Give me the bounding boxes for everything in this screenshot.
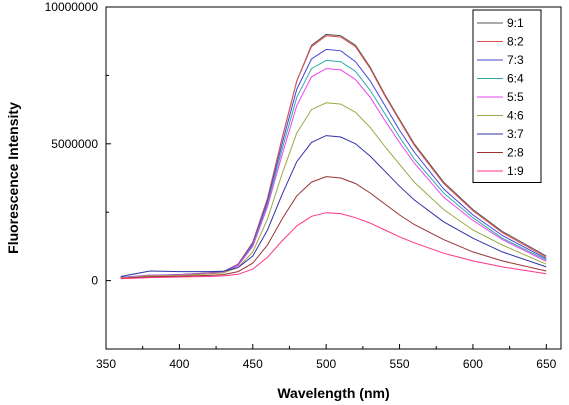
y-tick-label: 10000000 xyxy=(45,0,99,14)
legend-label: 9:1 xyxy=(507,16,524,30)
legend-label: 5:5 xyxy=(507,90,524,104)
x-tick-label: 400 xyxy=(169,357,189,371)
plot-frame xyxy=(105,6,562,350)
legend-label: 3:7 xyxy=(507,127,524,141)
series-line-3-7 xyxy=(120,135,547,277)
legend-label: 6:4 xyxy=(507,72,524,86)
series-lines xyxy=(120,33,547,280)
series-line-4-6 xyxy=(120,102,547,279)
legend-label: 1:9 xyxy=(507,164,524,178)
plot-area: 0 5000000 10000000 350 400 450 500 550 600 650 xyxy=(45,0,562,371)
legend-label: 7:3 xyxy=(507,53,524,67)
legend-box xyxy=(472,9,542,183)
x-tick-label: 450 xyxy=(243,357,263,371)
legend-label: 2:8 xyxy=(507,146,524,160)
x-tick-label: 650 xyxy=(536,357,556,371)
y-axis: 0 5000000 10000000 xyxy=(45,0,111,350)
x-tick-label: 500 xyxy=(316,357,336,371)
series-line-1-9 xyxy=(120,212,547,280)
y-axis-title: Fluorescence Intensity xyxy=(5,102,21,254)
x-tick-label: 550 xyxy=(390,357,410,371)
legend: 9:1 8:2 7:3 6:4 5:5 4:6 3:7 2:8 1:9 xyxy=(472,9,542,183)
x-axis-title: Wavelength (nm) xyxy=(277,385,389,401)
legend-label: 4:6 xyxy=(507,109,524,123)
x-tick-label: 600 xyxy=(463,357,483,371)
y-tick-label: 5000000 xyxy=(51,137,98,151)
y-tick-label: 0 xyxy=(91,274,98,288)
series-line-2-8 xyxy=(120,176,547,279)
legend-label: 8:2 xyxy=(507,35,524,49)
x-axis: 350 400 450 500 550 600 650 xyxy=(96,344,557,371)
x-tick-label: 350 xyxy=(96,357,116,371)
